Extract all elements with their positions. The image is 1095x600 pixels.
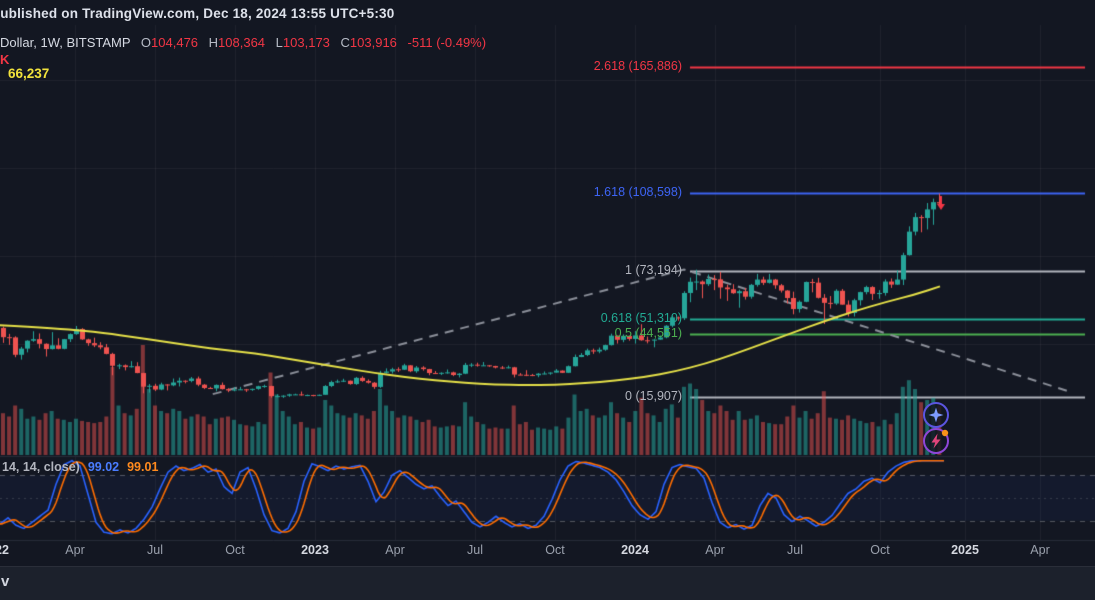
- stoch-k-value: 99.02: [87, 460, 120, 474]
- sparkle-icon: [923, 402, 949, 428]
- time-axis-label: Jul: [787, 543, 803, 557]
- fib-level-label-1[interactable]: 1 (73,194): [625, 263, 682, 277]
- stoch-d-value: 99.01: [127, 460, 159, 474]
- time-axis-label: Apr: [65, 543, 85, 557]
- low-value: 103,173: [282, 35, 330, 50]
- study-letter: K: [0, 52, 10, 67]
- time-axis-label: Oct: [545, 543, 565, 557]
- stoch-rsi-legend[interactable]: 14, 14, close) 99.02 99.01: [2, 460, 158, 474]
- sparkle-button[interactable]: [922, 401, 950, 434]
- time-axis-label: 22: [0, 543, 9, 557]
- time-axis-label: Jul: [467, 543, 483, 557]
- time-axis-label: Apr: [1030, 543, 1050, 557]
- ma-current-value: 66,237: [8, 66, 50, 81]
- low-label: L: [275, 35, 283, 50]
- time-axis-label: 2024: [621, 543, 649, 557]
- open-value: 104,476: [151, 35, 199, 50]
- time-axis-label: Oct: [870, 543, 890, 557]
- time-axis-label: Oct: [225, 543, 245, 557]
- fib-level-label-0.618[interactable]: 0.618 (51,310): [600, 311, 682, 326]
- open-label: O: [140, 35, 152, 50]
- fib-level-label-0.5[interactable]: 0.5 (44,551): [614, 325, 682, 340]
- symbol-title[interactable]: Dollar, 1W, BITSTAMP: [0, 35, 131, 50]
- fib-level-label-2.618[interactable]: 2.618 (165,886): [593, 59, 682, 74]
- close-value: 103,916: [349, 35, 397, 50]
- change-value: -511 (-0.49%): [407, 35, 487, 50]
- fib-level-label-1.618[interactable]: 1.618 (108,598): [593, 185, 682, 200]
- published-caption: Published on TradingView.com, Dec 18, 20…: [0, 6, 395, 21]
- lightning-button[interactable]: [922, 427, 950, 460]
- high-label: H: [208, 35, 219, 50]
- stoch-params: 14, 14, close): [2, 460, 80, 474]
- time-axis-label: 2023: [301, 543, 329, 557]
- time-axis-label: Jul: [147, 543, 163, 557]
- time-axis-label: 2025: [951, 543, 979, 557]
- lightning-icon: [923, 428, 949, 454]
- tradingview-logo-fragment[interactable]: v: [1, 573, 10, 590]
- close-label: C: [340, 35, 350, 50]
- high-value: 108,364: [218, 35, 266, 50]
- time-axis-label: Apr: [385, 543, 405, 557]
- symbol-ohlc-row: Dollar, 1W, BITSTAMP O104,476 H108,364 L…: [0, 35, 486, 50]
- fib-level-label-0[interactable]: 0 (15,907): [625, 388, 682, 403]
- bottom-toolbar: v: [0, 566, 1095, 600]
- time-axis-label: Apr: [705, 543, 725, 557]
